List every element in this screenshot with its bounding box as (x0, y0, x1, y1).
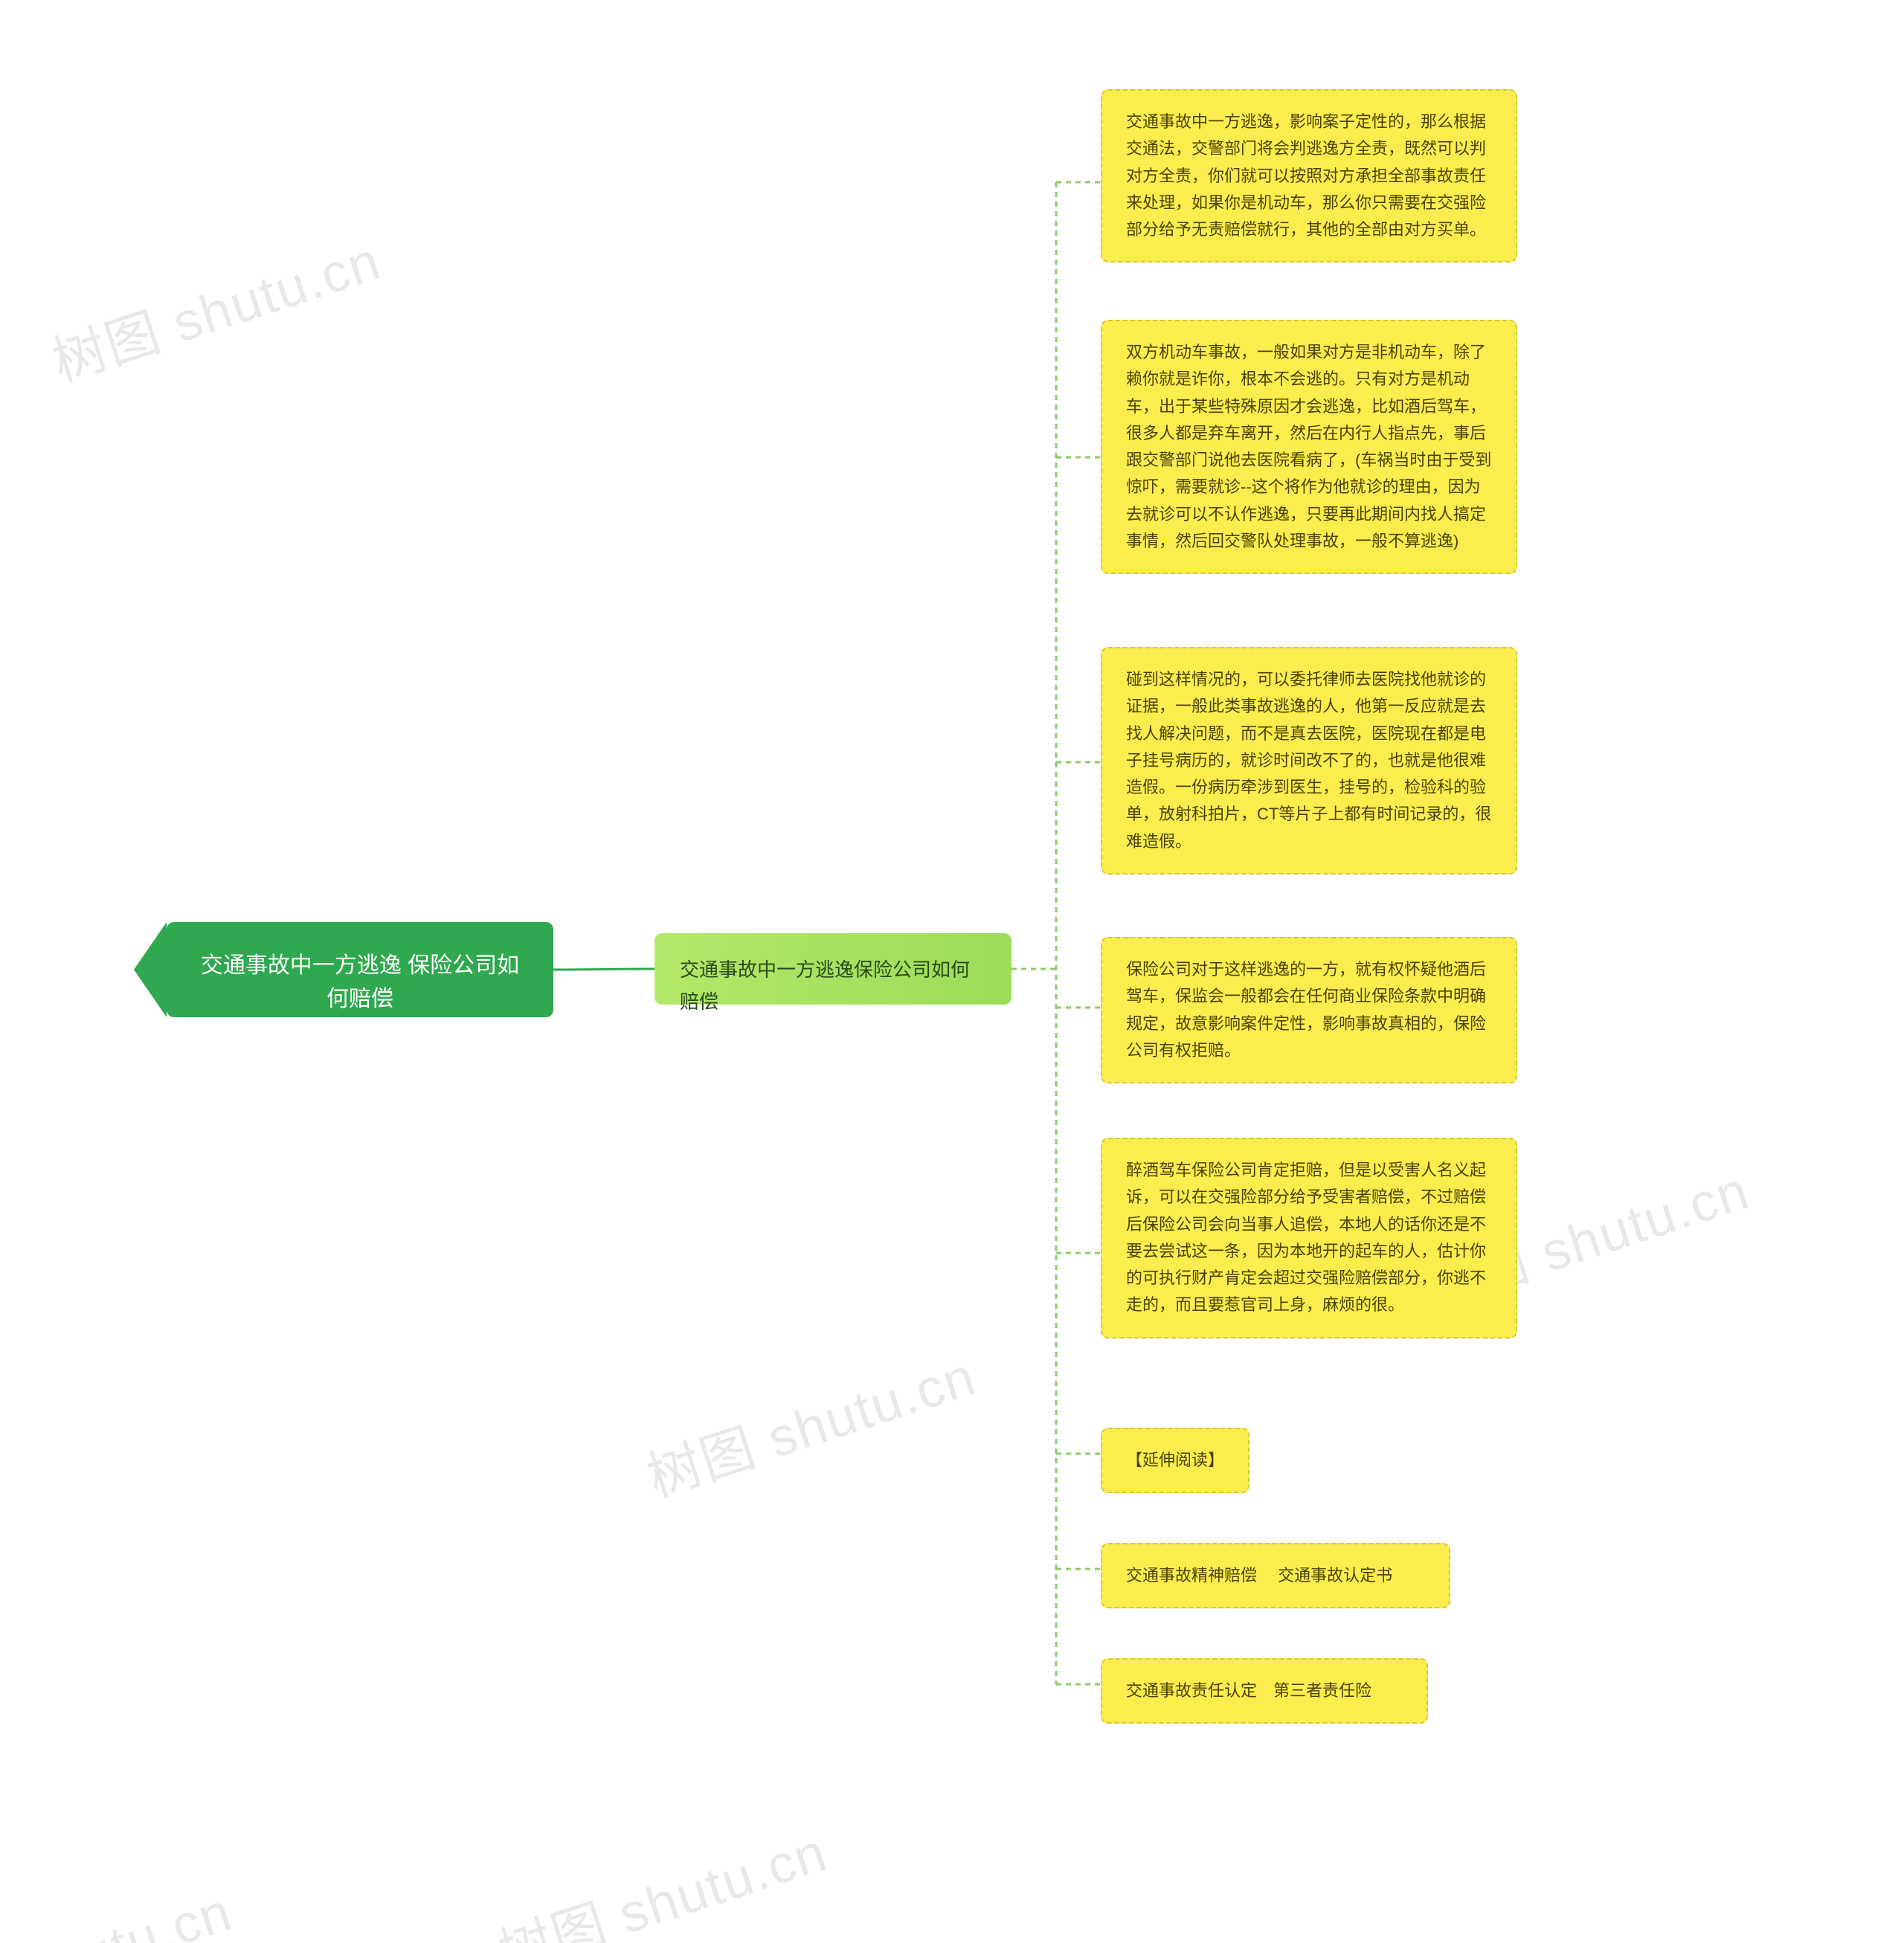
root-node[interactable]: 交通事故中一方逃逸 保险公司如何赔偿 (167, 922, 553, 1017)
root-arrow-notch (134, 922, 167, 1017)
watermark: 树图 shutu.cn (41, 217, 389, 396)
mindmap-canvas: { "meta": { "canvas_width": 2560, "canva… (0, 0, 1904, 1943)
leaf-node[interactable]: 醉酒驾车保险公司肯定拒赔，但是以受害人名义起诉，可以在交强险部分给予受害者赔偿，… (1101, 1138, 1517, 1338)
leaf-node[interactable]: 交通事故责任认定 第三者责任险 (1101, 1658, 1428, 1724)
watermark: 树图 shutu.cn (636, 1333, 984, 1512)
leaf-node[interactable]: 交通事故中一方逃逸，影响案子定性的，那么根据交通法，交警部门将会判逃逸方全责，既… (1101, 89, 1517, 262)
leaf-node[interactable]: 保险公司对于这样逃逸的一方，就有权怀疑他酒后驾车，保监会一般都会在任何商业保险条… (1101, 937, 1517, 1083)
watermark: 树图 shutu.cn (0, 1868, 240, 1943)
mid-node[interactable]: 交通事故中一方逃逸保险公司如何赔偿 (654, 933, 1012, 1005)
watermark: 树图 shutu.cn (487, 1808, 835, 1943)
leaf-node[interactable]: 【延伸阅读】 (1101, 1428, 1250, 1493)
leaf-node[interactable]: 双方机动车事故，一般如果对方是非机动车，除了赖你就是诈你，根本不会逃的。只有对方… (1101, 320, 1517, 574)
leaf-node[interactable]: 碰到这样情况的，可以委托律师去医院找他就诊的证据，一般此类事故逃逸的人，他第一反… (1101, 647, 1517, 874)
leaf-node[interactable]: 交通事故精神赔偿 交通事故认定书 (1101, 1543, 1450, 1608)
